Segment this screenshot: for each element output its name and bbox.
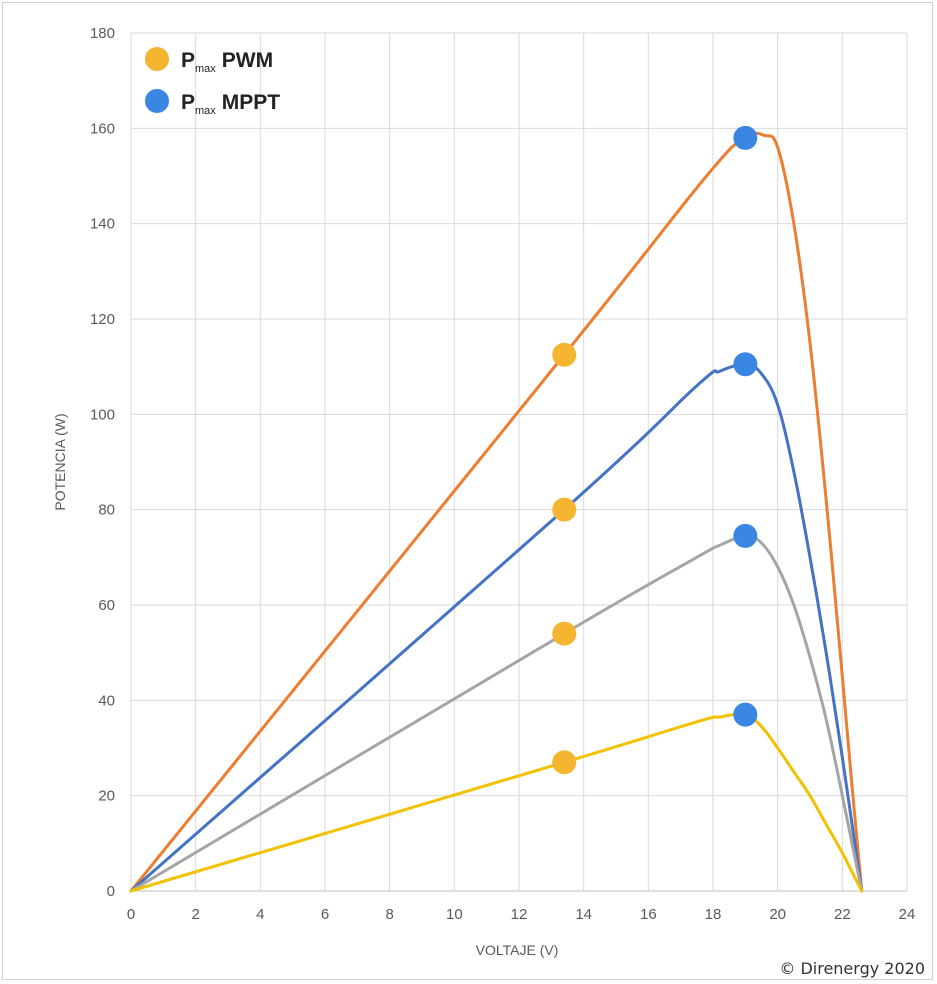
x-tick-label: 0: [127, 906, 135, 923]
x-tick-label: 6: [321, 906, 329, 923]
x-tick-label: 16: [640, 906, 657, 923]
copyright-notice: © Direnergy 2020: [779, 959, 925, 978]
legend-mppt-main: P: [181, 91, 195, 114]
series-line-0: [129, 131, 864, 893]
x-tick-label: 8: [385, 906, 393, 923]
y-tick-label: 0: [107, 883, 115, 900]
y-tick-label: 180: [90, 25, 115, 42]
x-tick-label: 18: [705, 906, 722, 923]
x-tick-label: 4: [256, 906, 264, 923]
x-tick-label: 10: [446, 906, 463, 923]
x-tick-label: 12: [511, 906, 528, 923]
legend-mppt-rest: MPPT: [222, 91, 281, 114]
pwm-marker: [552, 342, 577, 367]
legend-pwm-main: P: [181, 49, 195, 72]
x-tick-label: 24: [899, 906, 916, 923]
y-tick-label: 40: [98, 692, 115, 709]
legend: Pmax PWM Pmax MPPT: [145, 47, 280, 117]
x-tick-label: 20: [769, 906, 786, 923]
pwm-marker: [552, 621, 577, 646]
x-axis-title: VOLTAJE (V): [476, 942, 559, 958]
mppt-marker: [733, 352, 758, 377]
power-voltage-chart: 0 2 4 6 8 10 12 14 16 18 20 22 240204060801001201401…: [52, 25, 925, 978]
mppt-marker: [733, 125, 758, 150]
pwm-marker: [552, 497, 577, 522]
x-tick-label: 14: [575, 906, 592, 923]
series-line-3: [129, 712, 864, 893]
legend-pwm-sub: max: [195, 63, 216, 75]
y-tick-label: 100: [90, 406, 115, 423]
legend-pwm-marker: [145, 47, 169, 71]
legend-pwm-rest: PWM: [222, 49, 273, 72]
markers: [552, 125, 758, 775]
pwm-marker: [552, 750, 577, 775]
y-tick-label: 160: [90, 120, 115, 137]
y-tick-label: 80: [98, 502, 115, 519]
x-tick-label: 2: [191, 906, 199, 923]
legend-mppt-marker: [145, 89, 169, 113]
y-tick-label: 60: [98, 597, 115, 614]
y-axis-title: POTENCIA (W): [52, 413, 68, 510]
legend-pwm-label: Pmax PWM: [181, 49, 273, 75]
x-tick-label: 22: [834, 906, 851, 923]
y-tick-label: 120: [90, 311, 115, 328]
series-lines: [129, 131, 864, 893]
mppt-marker: [733, 523, 758, 548]
legend-mppt-label: Pmax MPPT: [181, 91, 280, 117]
axes: 0 2 4 6 8 10 12 14 16 18 20 22 240204060801001201401…: [90, 25, 915, 923]
y-tick-label: 140: [90, 216, 115, 233]
mppt-marker: [733, 702, 758, 727]
y-tick-label: 20: [98, 788, 115, 805]
series-line-1: [129, 362, 864, 893]
legend-mppt-sub: max: [195, 105, 216, 117]
